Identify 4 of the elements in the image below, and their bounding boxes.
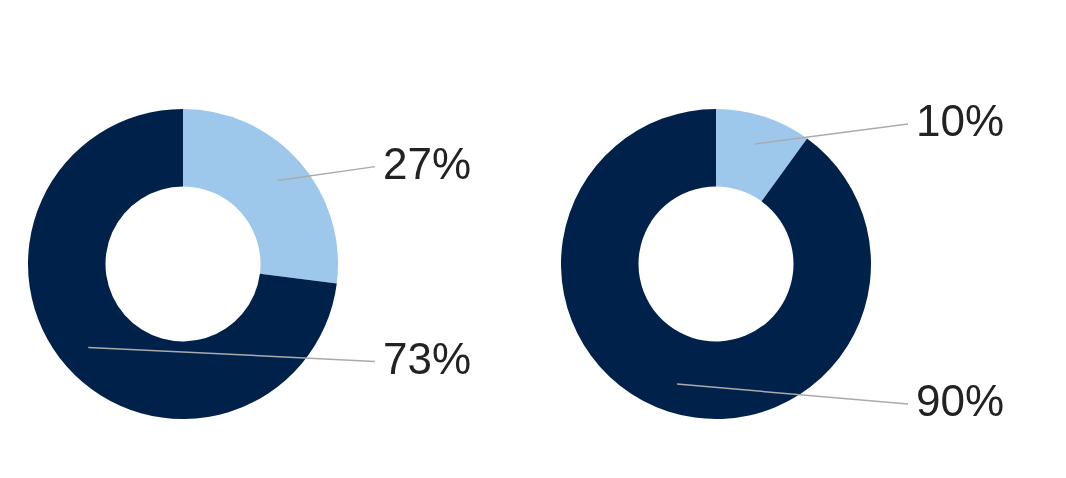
data-label: 90% — [916, 376, 1005, 426]
data-label: 27% — [383, 138, 472, 188]
data-label: 10% — [916, 96, 1005, 146]
data-label: 73% — [383, 333, 472, 383]
